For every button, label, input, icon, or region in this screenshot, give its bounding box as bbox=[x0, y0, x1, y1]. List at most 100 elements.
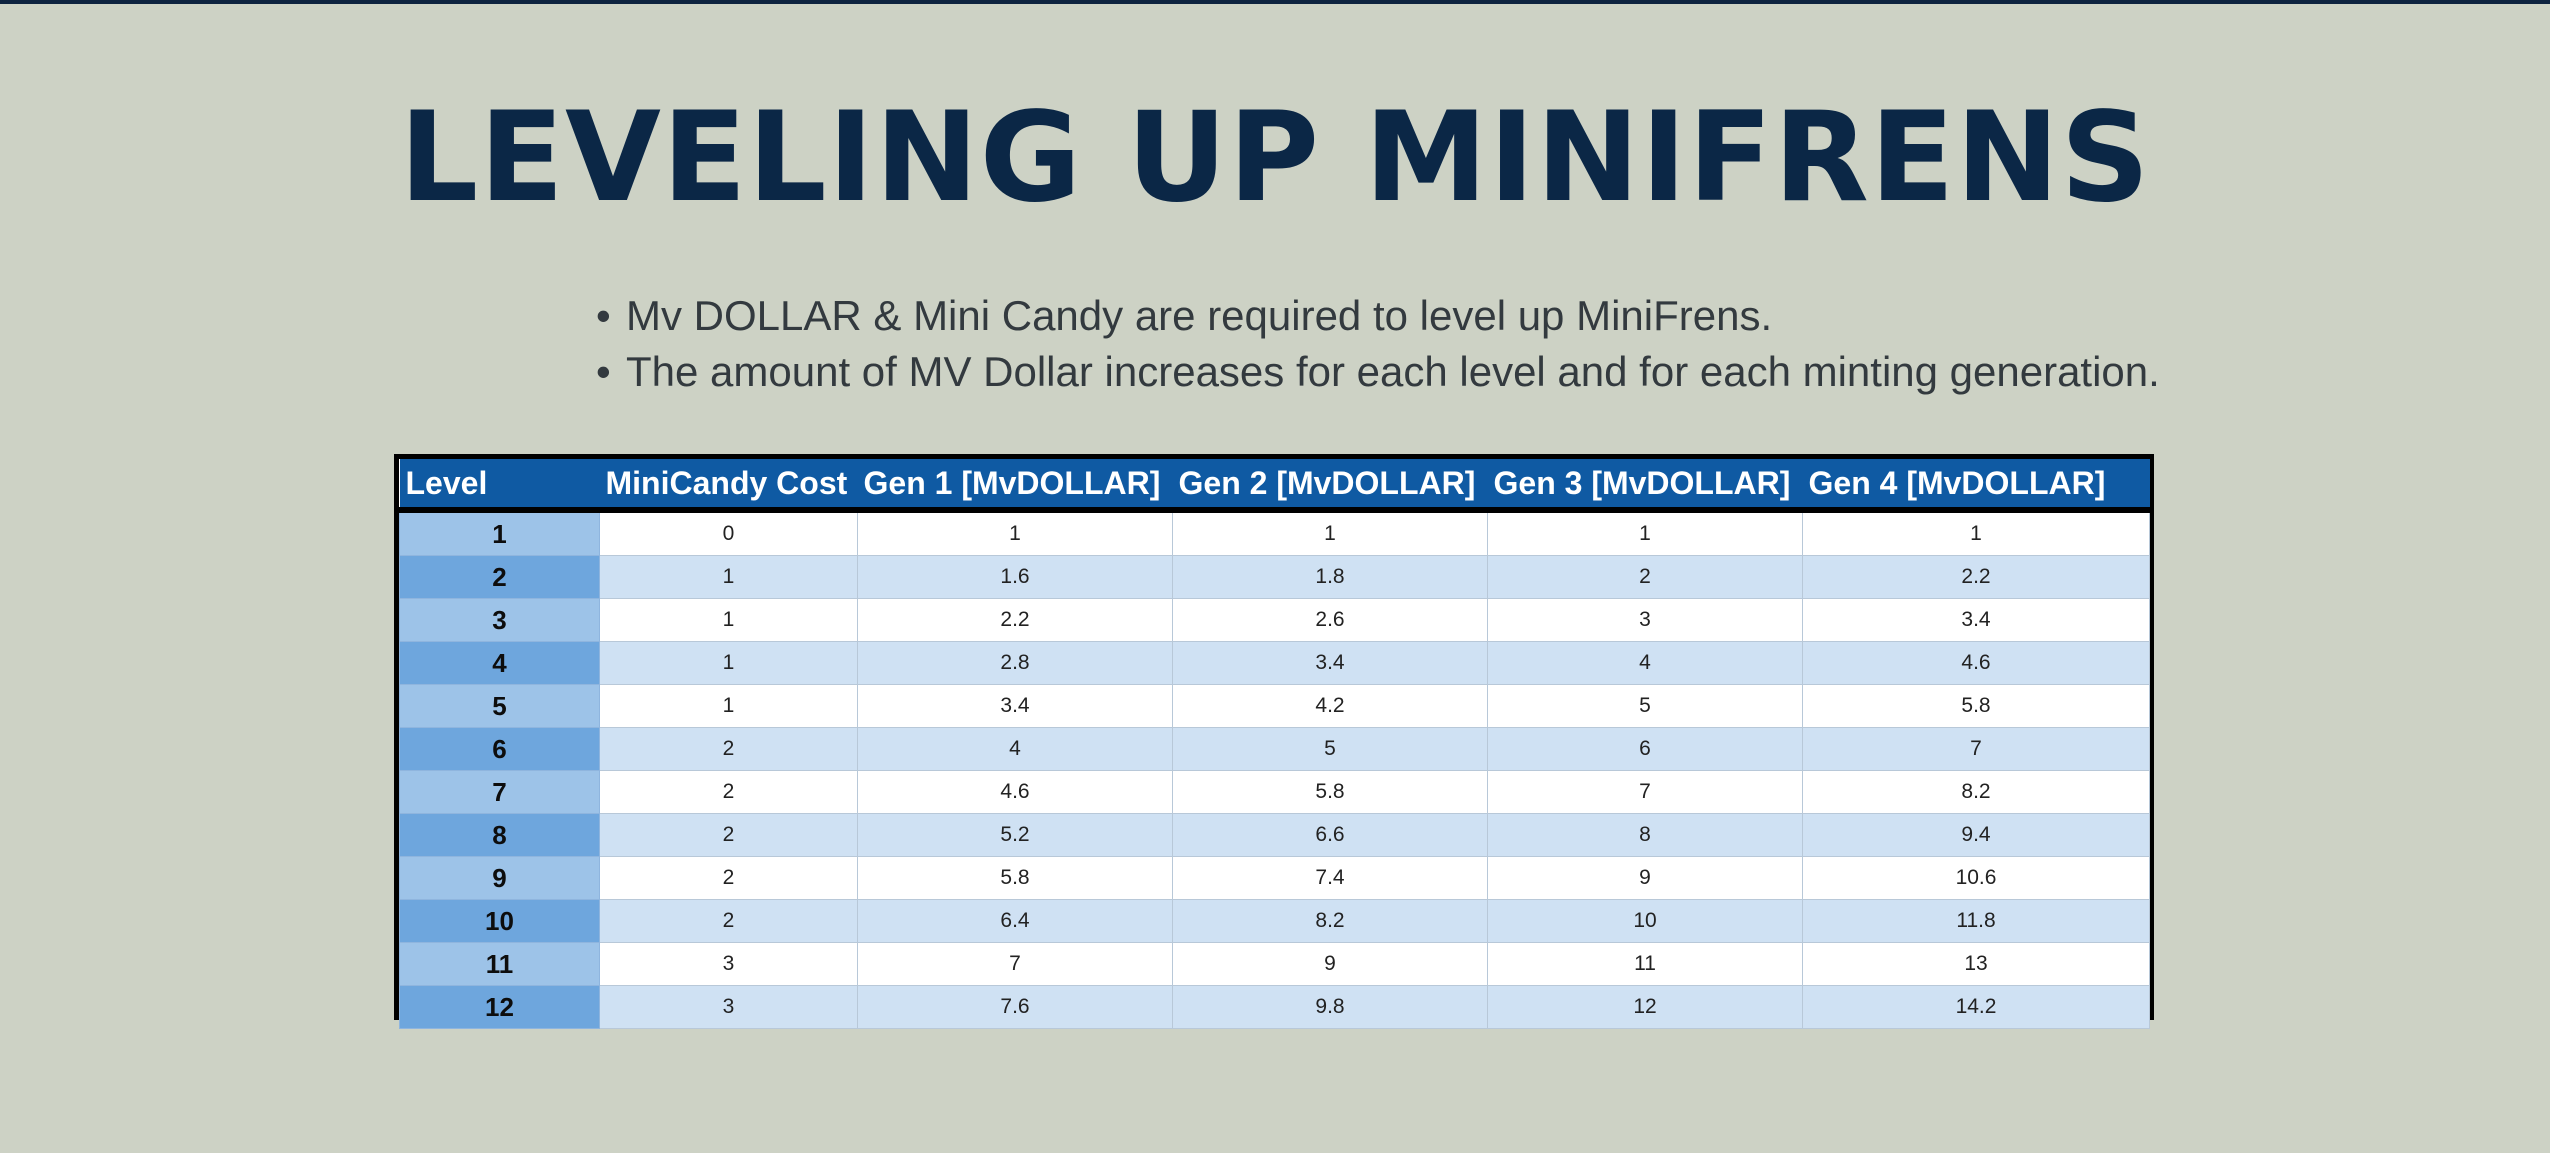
cell-level: 7 bbox=[399, 770, 600, 814]
cell-gen1: 2.2 bbox=[857, 598, 1173, 642]
cell-gen4: 5.8 bbox=[1802, 684, 2150, 728]
cell-gen4: 13 bbox=[1802, 942, 2150, 986]
cell-gen1: 3.4 bbox=[857, 684, 1173, 728]
bullet-dot: • bbox=[596, 348, 611, 395]
cell-gen3: 11 bbox=[1487, 942, 1803, 986]
cell-gen2: 6.6 bbox=[1172, 813, 1488, 857]
cell-gen4: 11.8 bbox=[1802, 899, 2150, 943]
cell-gen1: 6.4 bbox=[857, 899, 1173, 943]
top-rule bbox=[0, 0, 2550, 4]
cell-gen3: 4 bbox=[1487, 641, 1803, 685]
cell-level: 4 bbox=[399, 641, 600, 685]
cell-level: 8 bbox=[399, 813, 600, 857]
cell-gen1: 7 bbox=[857, 942, 1173, 986]
cell-gen4: 14.2 bbox=[1802, 985, 2150, 1029]
bullet-text: Mv DOLLAR & Mini Candy are required to l… bbox=[626, 292, 1773, 339]
bullet-item: • The amount of MV Dollar increases for e… bbox=[596, 344, 2160, 400]
cell-minicandy-cost: 3 bbox=[599, 942, 858, 986]
cell-gen4: 4.6 bbox=[1802, 641, 2150, 685]
leveling-table: Level MiniCandy Cost Gen 1 [MvDOLLAR] Ge… bbox=[399, 459, 2150, 1029]
header-gen2: Gen 2 [MvDOLLAR] bbox=[1172, 459, 1488, 513]
table-row: 12 3 7.6 9.8 12 14.2 bbox=[399, 985, 2150, 1029]
cell-gen2: 5 bbox=[1172, 727, 1488, 771]
cell-gen1: 2.8 bbox=[857, 641, 1173, 685]
cell-gen4: 9.4 bbox=[1802, 813, 2150, 857]
cell-gen2: 1.8 bbox=[1172, 555, 1488, 599]
cell-gen1: 5.8 bbox=[857, 856, 1173, 900]
cell-gen1: 4.6 bbox=[857, 770, 1173, 814]
cell-level: 2 bbox=[399, 555, 600, 599]
cell-gen2: 1 bbox=[1172, 509, 1488, 556]
cell-gen3: 6 bbox=[1487, 727, 1803, 771]
cell-gen4: 2.2 bbox=[1802, 555, 2150, 599]
header-minicandy-cost: MiniCandy Cost bbox=[599, 459, 858, 513]
header-gen3: Gen 3 [MvDOLLAR] bbox=[1487, 459, 1803, 513]
bullet-dot: • bbox=[596, 292, 611, 339]
cell-minicandy-cost: 2 bbox=[599, 813, 858, 857]
header-gen4: Gen 4 [MvDOLLAR] bbox=[1802, 459, 2150, 513]
cell-gen4: 7 bbox=[1802, 727, 2150, 771]
cell-level: 3 bbox=[399, 598, 600, 642]
cell-gen4: 8.2 bbox=[1802, 770, 2150, 814]
cell-level: 11 bbox=[399, 942, 600, 986]
cell-gen2: 2.6 bbox=[1172, 598, 1488, 642]
cell-gen4: 10.6 bbox=[1802, 856, 2150, 900]
table-row: 8 2 5.2 6.6 8 9.4 bbox=[399, 813, 2150, 857]
cell-gen2: 8.2 bbox=[1172, 899, 1488, 943]
cell-gen3: 9 bbox=[1487, 856, 1803, 900]
table-row: 10 2 6.4 8.2 10 11.8 bbox=[399, 899, 2150, 943]
table-row: 2 1 1.6 1.8 2 2.2 bbox=[399, 555, 2150, 599]
cell-minicandy-cost: 1 bbox=[599, 598, 858, 642]
cell-minicandy-cost: 1 bbox=[599, 555, 858, 599]
cell-minicandy-cost: 0 bbox=[599, 509, 858, 556]
cell-minicandy-cost: 2 bbox=[599, 770, 858, 814]
table-row: 4 1 2.8 3.4 4 4.6 bbox=[399, 641, 2150, 685]
cell-gen3: 8 bbox=[1487, 813, 1803, 857]
cell-level: 10 bbox=[399, 899, 600, 943]
cell-minicandy-cost: 1 bbox=[599, 641, 858, 685]
cell-gen1: 7.6 bbox=[857, 985, 1173, 1029]
header-gen1: Gen 1 [MvDOLLAR] bbox=[857, 459, 1173, 513]
cell-minicandy-cost: 2 bbox=[599, 727, 858, 771]
cell-gen4: 3.4 bbox=[1802, 598, 2150, 642]
cell-level: 9 bbox=[399, 856, 600, 900]
table-row: 7 2 4.6 5.8 7 8.2 bbox=[399, 770, 2150, 814]
cell-gen1: 1.6 bbox=[857, 555, 1173, 599]
cell-minicandy-cost: 2 bbox=[599, 856, 858, 900]
cell-level: 12 bbox=[399, 985, 600, 1029]
cell-gen2: 9 bbox=[1172, 942, 1488, 986]
table-header-row: Level MiniCandy Cost Gen 1 [MvDOLLAR] Ge… bbox=[399, 459, 2150, 513]
cell-minicandy-cost: 1 bbox=[599, 684, 858, 728]
table-row: 3 1 2.2 2.6 3 3.4 bbox=[399, 598, 2150, 642]
header-level: Level bbox=[399, 459, 600, 513]
cell-level: 6 bbox=[399, 727, 600, 771]
bullet-list: • Mv DOLLAR & Mini Candy are required to … bbox=[596, 288, 2160, 400]
cell-minicandy-cost: 3 bbox=[599, 985, 858, 1029]
table-row: 11 3 7 9 11 13 bbox=[399, 942, 2150, 986]
cell-gen3: 7 bbox=[1487, 770, 1803, 814]
cell-gen2: 9.8 bbox=[1172, 985, 1488, 1029]
table-body: 1 0 1 1 1 1 2 1 1.6 1.8 2 2.2 3 1 2.2 2.6 3 3.4 4 1 2.8 3.4 4 4… bbox=[399, 509, 2150, 1029]
page-title: LEVELING UP MINIFRENS bbox=[399, 86, 2151, 230]
cell-gen3: 1 bbox=[1487, 509, 1803, 556]
cell-minicandy-cost: 2 bbox=[599, 899, 858, 943]
table-row: 9 2 5.8 7.4 9 10.6 bbox=[399, 856, 2150, 900]
cell-gen2: 3.4 bbox=[1172, 641, 1488, 685]
cell-gen4: 1 bbox=[1802, 509, 2150, 556]
cell-level: 5 bbox=[399, 684, 600, 728]
bullet-text: The amount of MV Dollar increases for ea… bbox=[626, 348, 2160, 395]
bullet-item: • Mv DOLLAR & Mini Candy are required to … bbox=[596, 288, 2160, 344]
cell-gen2: 5.8 bbox=[1172, 770, 1488, 814]
cell-level: 1 bbox=[399, 509, 600, 556]
cell-gen2: 4.2 bbox=[1172, 684, 1488, 728]
cell-gen1: 4 bbox=[857, 727, 1173, 771]
cell-gen2: 7.4 bbox=[1172, 856, 1488, 900]
cell-gen3: 12 bbox=[1487, 985, 1803, 1029]
leveling-table-frame: Level MiniCandy Cost Gen 1 [MvDOLLAR] Ge… bbox=[394, 454, 2154, 1029]
cell-gen1: 1 bbox=[857, 509, 1173, 556]
cell-gen3: 2 bbox=[1487, 555, 1803, 599]
cell-gen3: 10 bbox=[1487, 899, 1803, 943]
cell-gen3: 3 bbox=[1487, 598, 1803, 642]
